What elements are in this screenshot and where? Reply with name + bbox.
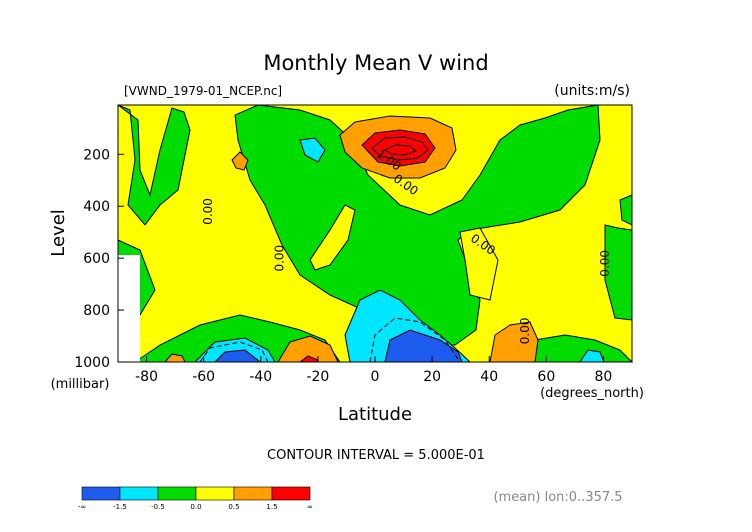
colorbar: -∞ -1.5 -0.5 0.0 0.5 1.5 ∞: [78, 486, 313, 511]
plot-area: [117, 104, 634, 363]
colorbar-swatch: [233, 486, 273, 501]
field-cyan-top: [299, 137, 326, 163]
contour-label: 0.00: [598, 250, 612, 277]
x-axis-title: Latitude: [338, 404, 412, 425]
y-tick-label: 200: [83, 147, 110, 163]
colorbar-label: 0.0: [190, 503, 201, 511]
footnote: (mean) lon:0..357.5: [493, 490, 622, 505]
y-axis: 200 400 600 800 1000: [74, 147, 124, 371]
colorbar-swatch: [119, 486, 159, 501]
x-tick-label: -20: [306, 369, 329, 385]
colorbar-label: -∞: [78, 503, 86, 511]
field-yellow-island-1: [309, 204, 356, 271]
contour-label: 0.00: [201, 198, 215, 225]
colorbar-label: -1.5: [113, 503, 127, 511]
y-tick-label: 1000: [74, 355, 110, 371]
contour-dashed-2: [199, 341, 269, 363]
colorbar-swatch: [195, 486, 235, 501]
colorbar-label: ∞: [307, 503, 313, 511]
x-tick-label: 20: [423, 369, 441, 385]
field-green-left: [117, 104, 191, 226]
colorbar-swatch: [271, 486, 311, 501]
y-axis-unit: (millibar): [51, 377, 110, 392]
x-tick-label: 60: [537, 369, 555, 385]
field-orange-small: [231, 151, 249, 171]
y-axis-title: Level: [48, 209, 69, 257]
x-tick-label: -60: [192, 369, 215, 385]
y-tick-label: 400: [83, 199, 110, 215]
x-axis: -80 -60 -40 -20 0 20 40 60 80: [135, 356, 612, 385]
x-tick-label: 80: [595, 369, 613, 385]
contour-red-1: [371, 136, 429, 161]
field-yellow-island-2: [459, 227, 499, 301]
field-red-top: [361, 129, 436, 167]
missing-data-block: [118, 255, 140, 362]
x-tick-label: -80: [135, 369, 158, 385]
x-tick-label: 40: [480, 369, 498, 385]
y-tick-label: 800: [83, 303, 110, 319]
colorbar-label: -0.5: [151, 503, 165, 511]
contour-label: 0.00: [273, 245, 287, 272]
contour-label: 0.00: [518, 317, 532, 344]
chart-title: Monthly Mean V wind: [263, 51, 488, 75]
x-tick-label: -40: [249, 369, 272, 385]
units-label: (units:m/s): [554, 83, 630, 99]
x-axis-unit: (degrees_north): [540, 386, 644, 401]
x-tick-label: 0: [371, 369, 380, 385]
file-label: [VWND_1979-01_NCEP.nc]: [124, 84, 282, 98]
field-green-central: [234, 104, 601, 346]
contour-dashed-1: [369, 317, 461, 363]
colorbar-label: 0.5: [228, 503, 239, 511]
colorbar-swatch: [157, 486, 197, 501]
y-tick-label: 600: [83, 251, 110, 267]
colorbar-label: 1.5: [266, 503, 277, 511]
contour-red-2: [383, 144, 417, 156]
colorbar-swatch: [81, 486, 121, 501]
contour-interval-text: CONTOUR INTERVAL = 5.000E-01: [267, 448, 485, 463]
